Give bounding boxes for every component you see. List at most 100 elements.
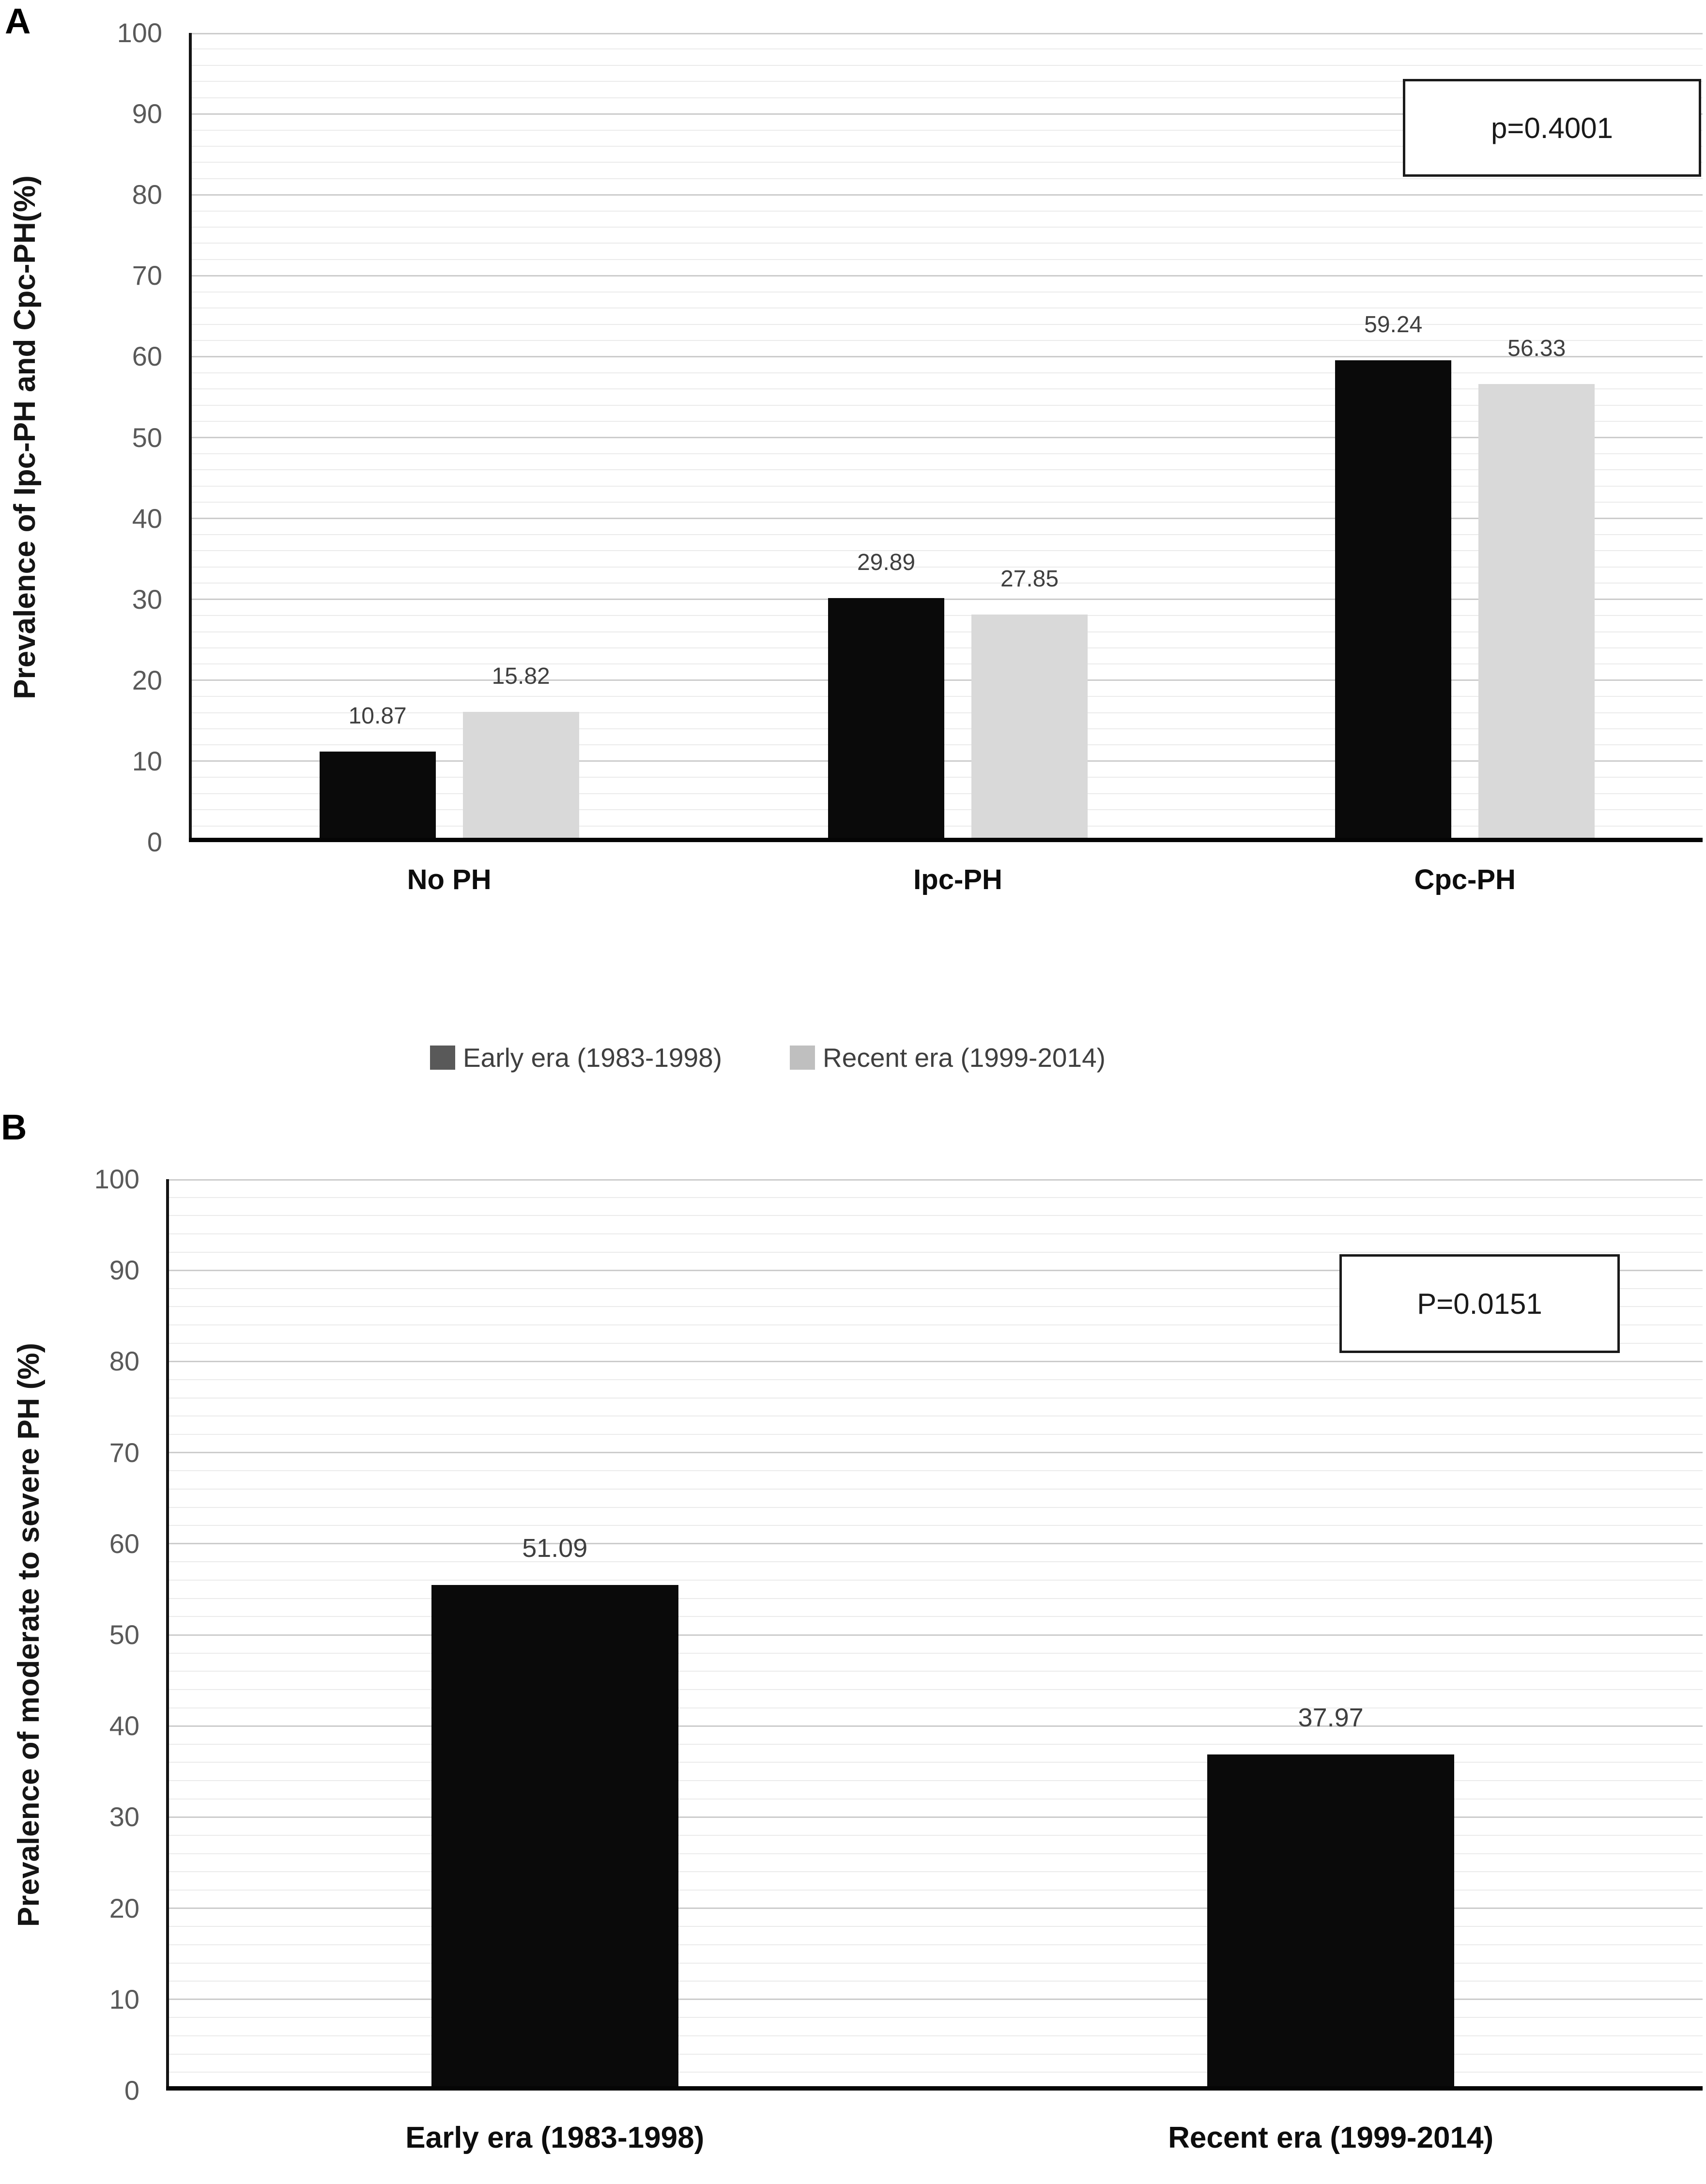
gridline-minor (189, 502, 1703, 503)
gridline-minor (166, 1561, 1703, 1563)
gridline-minor (189, 64, 1703, 66)
bar-early-era (1335, 360, 1452, 840)
bar-early-era (828, 598, 944, 840)
gridline-minor (189, 453, 1703, 454)
y-tick-label: 20 (132, 664, 162, 695)
y-tick-label: 30 (132, 584, 162, 615)
gridline-minor (189, 48, 1703, 50)
gridline-major (189, 194, 1703, 196)
panel-b-y-axis-title: Prevalence of moderate to severe PH (%) (12, 1342, 46, 1927)
y-tick-label: 10 (109, 1984, 139, 2015)
gridline-minor (166, 1981, 1703, 1982)
gridline-minor (189, 744, 1703, 746)
gridline-minor (166, 1889, 1703, 1891)
legend: Early era (1983-1998) Recent era (1999-2… (430, 1042, 1106, 1073)
legend-label-early-era: Early era (1983-1998) (463, 1043, 722, 1073)
gridline-minor (166, 1780, 1703, 1782)
gridline-minor (189, 534, 1703, 536)
y-tick-label: 80 (109, 1346, 139, 1377)
bar-early-era (1207, 1754, 1455, 2088)
x-category-label: Recent era (1999-2014) (1168, 2121, 1494, 2154)
gridline-minor (189, 712, 1703, 713)
gridline-minor (166, 1233, 1703, 1234)
gridline-major (166, 1999, 1703, 2000)
panel-a-y-axis-title: Prevalence of Ipc-PH and Cpc-PH(%) (8, 175, 42, 699)
gridline-minor (189, 162, 1703, 163)
bar-value-label: 15.82 (492, 663, 550, 689)
legend-item-recent-era: Recent era (1999-2014) (790, 1042, 1106, 1073)
gridline-minor (189, 550, 1703, 552)
gridline-minor (166, 1962, 1703, 1964)
gridline-minor (189, 339, 1703, 341)
gridline-minor (189, 793, 1703, 794)
gridline-major (166, 1634, 1703, 1636)
y-tick-label: 0 (124, 2075, 139, 2106)
y-tick-label: 50 (132, 422, 162, 453)
gridline-major (166, 1725, 1703, 1727)
gridline-minor (166, 1342, 1703, 1344)
gridline-major (166, 1360, 1703, 1362)
y-tick-label: 90 (132, 98, 162, 129)
panel-b-letter: B (1, 1107, 27, 1147)
gridline-minor (189, 372, 1703, 373)
gridline-minor (166, 1926, 1703, 1927)
gridline-minor (189, 469, 1703, 471)
gridline-minor (166, 1871, 1703, 1873)
gridline-minor (189, 421, 1703, 422)
gridline-minor (166, 1652, 1703, 1654)
x-category-label: Early era (1983-1998) (405, 2121, 705, 2154)
panel-a-p-value-text: p=0.4001 (1491, 111, 1613, 144)
y-tick-label: 40 (109, 1710, 139, 1741)
x-category-label: Cpc-PH (1414, 864, 1516, 895)
legend-swatch-early-era (430, 1046, 455, 1070)
bar-value-label: 29.89 (857, 549, 916, 575)
gridline-minor (166, 1379, 1703, 1381)
gridline-minor (189, 227, 1703, 228)
y-tick-label: 0 (147, 827, 162, 857)
gridline-minor (166, 2053, 1703, 2055)
gridline-minor (166, 1197, 1703, 1198)
gridline-minor (166, 1762, 1703, 1763)
y-tick-label: 10 (132, 745, 162, 776)
gridline-minor (189, 777, 1703, 778)
gridline-major (166, 1907, 1703, 1909)
y-tick-label: 90 (109, 1255, 139, 1286)
bar-early-era (319, 752, 436, 840)
gridline-minor (166, 1944, 1703, 1945)
gridline-minor (166, 1215, 1703, 1216)
panel-a-p-value-box: p=0.4001 (1403, 79, 1701, 177)
gridline-minor (166, 1324, 1703, 1326)
panel-a-letter: A (5, 1, 31, 41)
gridline-minor (166, 1707, 1703, 1708)
gridline-minor (189, 825, 1703, 827)
bar-value-label: 27.85 (1000, 566, 1059, 592)
gridline-major (189, 33, 1703, 34)
bar-value-label: 51.09 (522, 1534, 588, 1563)
gridline-minor (189, 81, 1703, 82)
panel-b-x-axis-line (166, 2086, 1703, 2091)
gridline-minor (166, 1251, 1703, 1253)
gridline-minor (166, 1525, 1703, 1526)
gridline-minor (189, 129, 1703, 131)
panel-b-p-value-text: P=0.0151 (1417, 1287, 1542, 1320)
gridline-minor (189, 210, 1703, 212)
y-tick-label: 30 (109, 1801, 139, 1832)
gridline-minor (166, 1507, 1703, 1508)
y-tick-label: 40 (132, 503, 162, 534)
gridline-minor (166, 1488, 1703, 1490)
gridline-major (189, 275, 1703, 277)
gridline-minor (166, 1397, 1703, 1399)
panel-a-x-axis-line (189, 838, 1703, 842)
gridline-minor (189, 259, 1703, 260)
bar-recent-era (1478, 384, 1595, 840)
gridline-major (166, 1452, 1703, 1454)
panel-b-plot-area: 51.09 37.97 (166, 1179, 1703, 2091)
y-tick-label: 60 (109, 1528, 139, 1559)
y-tick-label: 50 (109, 1619, 139, 1650)
y-tick-label: 20 (109, 1892, 139, 1923)
bar-early-era (431, 1585, 678, 2088)
gridline-minor (166, 1616, 1703, 1617)
gridline-minor (166, 1580, 1703, 1581)
